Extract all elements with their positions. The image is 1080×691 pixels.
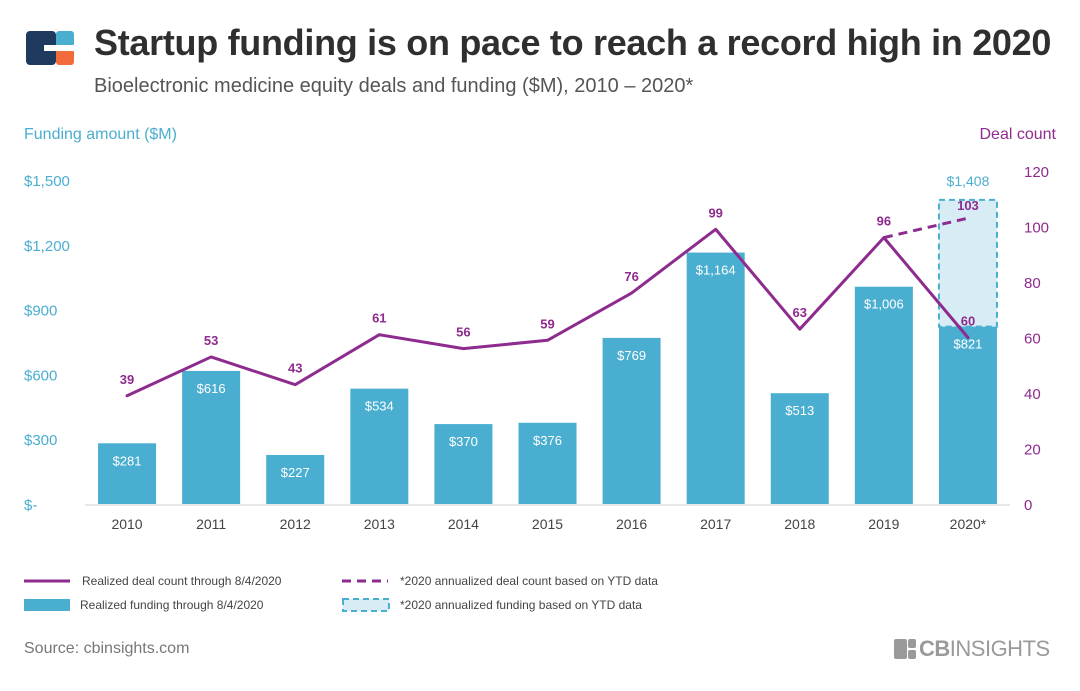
legend-label: Realized funding through 8/4/2020 (80, 598, 264, 612)
legend-label: *2020 annualized deal count based on YTD… (400, 574, 658, 588)
deal-count-label: 39 (120, 372, 134, 387)
x-axis-tick-label: 2011 (196, 516, 226, 532)
deal-count-label: 59 (540, 316, 554, 331)
left-axis-tick-label: $300 (24, 432, 57, 449)
x-axis-tick-label: 2020* (950, 516, 987, 532)
left-axis-tick-label: $- (24, 497, 37, 514)
x-axis-tick-label: 2012 (280, 516, 311, 532)
deal-count-label: 53 (204, 333, 218, 348)
funding-bar-label: $821 (953, 337, 982, 352)
funding-bar-label: $1,006 (864, 297, 904, 312)
funding-bar (182, 370, 241, 504)
legend-label: Realized deal count through 8/4/2020 (82, 574, 282, 588)
x-axis-tick-label: 2016 (616, 516, 647, 532)
left-axis-tick-label: $900 (24, 303, 57, 320)
annualized-deal-count-label: 103 (957, 198, 979, 213)
right-axis-tick-label: 60 (1024, 331, 1041, 348)
funding-bar (602, 337, 661, 504)
right-axis-tick-label: 80 (1024, 275, 1041, 292)
funding-bar (770, 393, 829, 504)
funding-bar (266, 454, 325, 504)
page-subtitle: Bioelectronic medicine equity deals and … (94, 75, 694, 97)
deal-count-label: 63 (793, 305, 807, 320)
right-axis-tick-label: 40 (1024, 386, 1041, 403)
funding-bar (854, 286, 913, 504)
deal-count-label: 99 (708, 205, 722, 220)
funding-bar-label: $513 (785, 403, 814, 418)
cbinsights-wordmark: CBINSIGHTS (894, 636, 1050, 662)
cbinsights-mark-icon (894, 639, 916, 659)
right-axis-tick-label: 20 (1024, 442, 1041, 459)
x-axis-tick-label: 2013 (364, 516, 395, 532)
legend-swatch-dashed-box (342, 598, 390, 612)
brand-bold-text: CB (919, 636, 950, 661)
left-axis-tick-label: $600 (24, 367, 57, 384)
deal-count-label: 76 (624, 269, 638, 284)
x-axis-tick-label: 2010 (111, 516, 142, 532)
deal-count-label: 56 (456, 325, 470, 340)
deal-count-label: 96 (877, 214, 891, 229)
right-axis-tick-label: 0 (1024, 497, 1032, 514)
funding-bar (98, 443, 157, 504)
deal-count-line (125, 227, 970, 398)
funding-bar (434, 424, 493, 504)
funding-bar-label: $281 (113, 453, 142, 468)
annualized-funding-label: $1,408 (947, 173, 990, 189)
funding-bar-label: $376 (533, 433, 562, 448)
deal-count-label: 61 (372, 311, 386, 326)
annualized-funding-bar (937, 198, 998, 328)
brand-rest-text: INSIGHTS (949, 636, 1050, 661)
x-axis-tick-label: 2015 (532, 516, 563, 532)
left-axis-tick-label: $1,200 (24, 238, 70, 255)
right-axis-tick-label: 100 (1024, 220, 1049, 237)
x-axis-tick-label: 2014 (448, 516, 479, 532)
funding-bar-label: $616 (197, 381, 226, 396)
deal-count-label: 60 (961, 314, 975, 329)
funding-bar-label: $534 (365, 399, 394, 414)
cbinsights-logo-icon (26, 31, 74, 65)
x-axis-tick-label: 2018 (784, 516, 815, 532)
funding-bar (938, 326, 997, 504)
source-note: Source: cbinsights.com (24, 640, 190, 657)
deal-count-label: 43 (288, 361, 302, 376)
funding-bar-label: $370 (449, 434, 478, 449)
x-axis-tick-label: 2019 (868, 516, 899, 532)
left-axis-title: Funding amount ($M) (24, 126, 177, 143)
left-axis-tick-label: $1,500 (24, 173, 70, 190)
funding-bar (518, 422, 577, 504)
right-axis-tick-label: 120 (1024, 164, 1049, 181)
right-axis-title: Deal count (979, 126, 1057, 143)
legend-label: *2020 annualized funding based on YTD da… (400, 598, 642, 612)
funding-bar (350, 388, 409, 504)
legend-swatch-bar (24, 599, 70, 611)
funding-bar-label: $769 (617, 348, 646, 363)
page-title: Startup funding is on pace to reach a re… (94, 22, 1052, 63)
funding-bar (686, 252, 745, 504)
funding-bar-label: $1,164 (696, 263, 736, 278)
x-axis-tick-label: 2017 (700, 516, 731, 532)
funding-bar-label: $227 (281, 465, 310, 480)
